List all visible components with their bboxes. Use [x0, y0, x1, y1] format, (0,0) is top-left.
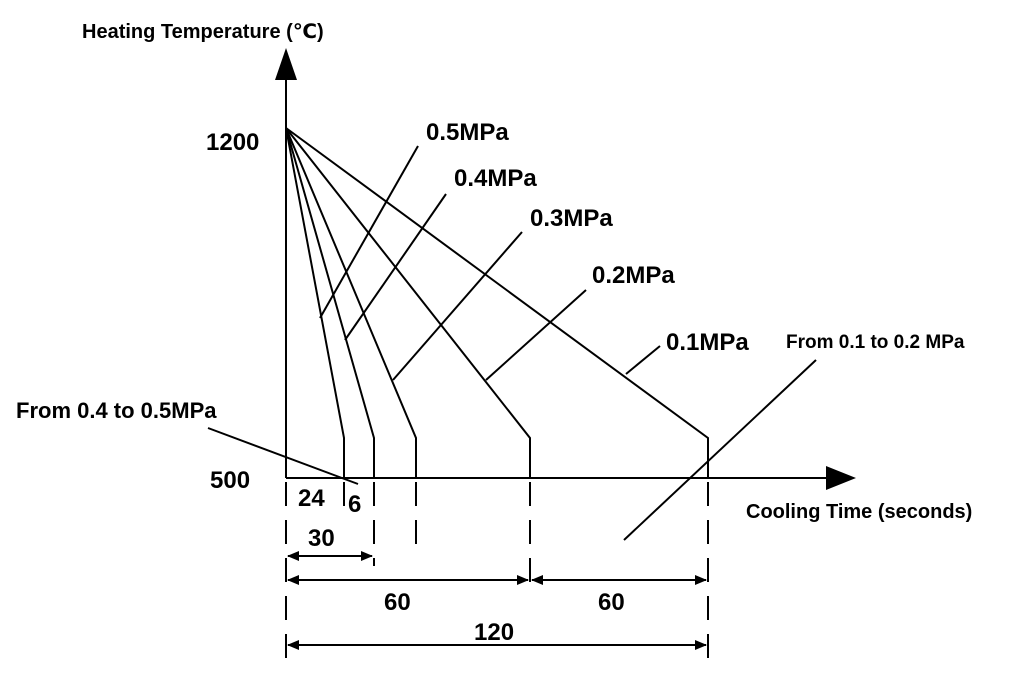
y-axis-label: Heating Temperature (℃) [82, 21, 324, 43]
dim-30-label: 30 [308, 525, 335, 552]
curve-0-2mpa [285, 127, 531, 478]
dim-24-label: 24 [298, 485, 325, 512]
annotation-left-leader [207, 427, 359, 485]
x-axis-label: Cooling Time (seconds) [746, 501, 972, 523]
dim-60-right-label: 60 [598, 589, 625, 616]
label-0-4mpa: 0.4MPa [454, 165, 537, 192]
dim-120-label: 120 [474, 619, 514, 646]
annotation-right-leader [623, 359, 817, 541]
leader-0-5mpa [319, 145, 419, 319]
curve-0-5mpa [285, 127, 345, 478]
y-tick-500: 500 [210, 467, 250, 494]
annotation-left-range: From 0.4 to 0.5MPa [16, 398, 217, 423]
leader-0-4mpa [344, 193, 447, 341]
dashed-extensions [285, 482, 709, 668]
leader-0-2mpa [485, 289, 587, 381]
pressure-leaders [319, 145, 661, 381]
label-0-5mpa: 0.5MPa [426, 119, 509, 146]
y-tick-1200: 1200 [206, 129, 259, 156]
label-0-1mpa: 0.1MPa [666, 329, 749, 356]
label-0-2mpa: 0.2MPa [592, 262, 675, 289]
label-0-3mpa: 0.3MPa [530, 205, 613, 232]
y-axis-arrow-icon [275, 48, 297, 80]
dim-6-label: 6 [348, 491, 361, 518]
curve-0-3mpa [285, 127, 417, 478]
x-axis-arrow-icon [826, 466, 856, 490]
curve-0-4mpa [285, 127, 375, 478]
cooling-curves [285, 127, 709, 478]
leader-0-3mpa [392, 231, 523, 381]
dim-60-left-label: 60 [384, 589, 411, 616]
curve-0-1mpa [285, 127, 709, 478]
annotation-right-range: From 0.1 to 0.2 MPa [786, 332, 965, 353]
leader-0-1mpa [625, 345, 661, 375]
dimension-lines [287, 551, 707, 650]
